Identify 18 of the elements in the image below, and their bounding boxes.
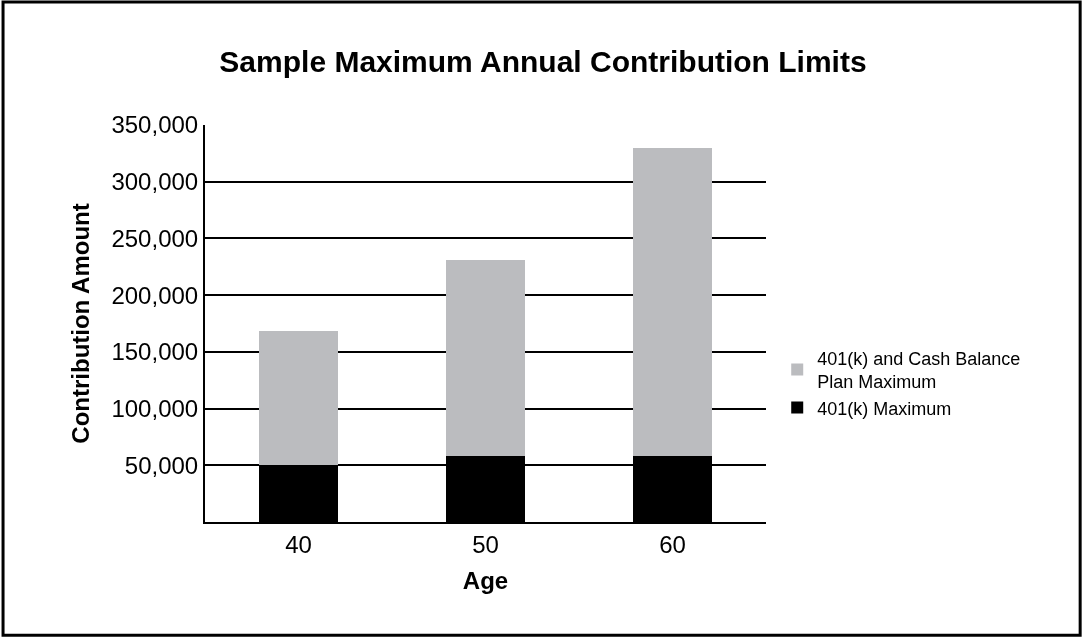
y-tick-label: 150,000 [111,338,199,366]
y-tick-label: 50,000 [124,451,199,479]
bar [259,331,338,466]
x-axis-title: Age [462,566,509,594]
bar [446,259,525,457]
legend-label: 401(k) Maximum [817,398,952,419]
legend-label: 401(k) and Cash Balance Plan Maximum [817,348,1021,393]
chart-title: Sample Maximum Annual Contribution Limits [219,44,867,78]
x-tick-label: 50 [472,530,499,558]
y-axis-title: Contribution Amount [67,203,95,444]
x-tick-label: 60 [659,530,686,558]
y-tick-label: 200,000 [111,281,199,309]
y-tick-label: 350,000 [111,111,199,139]
x-tick-label: 40 [285,530,312,558]
bar [633,147,712,457]
y-tick-label: 100,000 [111,394,199,422]
y-tick-label: 300,000 [111,168,199,196]
y-tick-label: 250,000 [111,224,199,252]
